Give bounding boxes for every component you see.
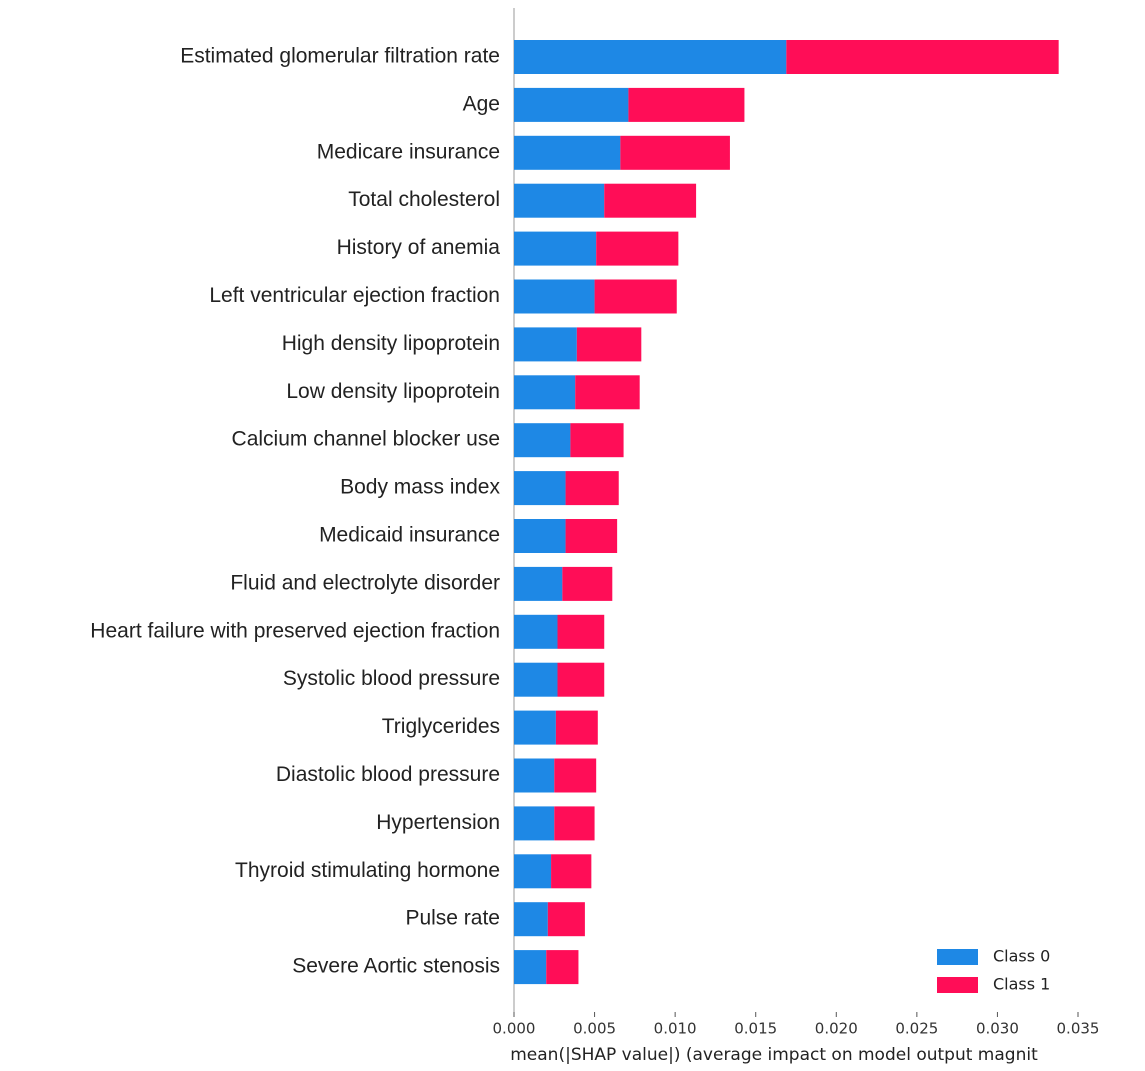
y-tick-label: Hypertension xyxy=(376,811,500,834)
bar-segment xyxy=(514,519,566,553)
bar-segment xyxy=(594,279,677,314)
y-tick-label: Triglycerides xyxy=(382,715,500,738)
y-tick-label: Thyroid stimulating hormone xyxy=(235,859,500,882)
legend-swatch xyxy=(937,949,978,965)
bar-segment xyxy=(557,662,605,697)
bar-segment xyxy=(514,231,597,266)
bar-segment xyxy=(547,902,585,937)
y-tick-label: Diastolic blood pressure xyxy=(276,763,500,786)
y-tick-label: Fluid and electrolyte disorder xyxy=(230,571,500,594)
x-tick-label: 0.015 xyxy=(734,1020,777,1038)
y-tick-label: Pulse rate xyxy=(405,907,500,930)
bar-segment xyxy=(565,471,619,506)
bar-segment xyxy=(514,40,787,74)
bar-segment xyxy=(514,950,547,985)
bar-segment xyxy=(514,279,595,314)
bar-segment xyxy=(514,902,548,937)
bar-segment xyxy=(555,710,598,745)
x-tick-label: 0.010 xyxy=(654,1020,697,1038)
bar-segment xyxy=(786,40,1059,74)
bar-segment xyxy=(514,710,556,745)
bar-segment xyxy=(596,231,679,266)
bar-segment xyxy=(514,423,571,458)
y-tick-label: Calcium channel blocker use xyxy=(232,428,500,451)
y-tick-label: Age xyxy=(463,92,500,115)
y-tick-label: Heart failure with preserved ejection fr… xyxy=(90,619,500,642)
bar-segment xyxy=(514,183,605,218)
bar-segment xyxy=(554,806,595,841)
y-tick-label: Total cholesterol xyxy=(348,188,500,211)
bar-segment xyxy=(562,566,613,601)
bar-segment xyxy=(514,87,629,122)
x-tick-label: 0.020 xyxy=(815,1020,858,1038)
bar-segment xyxy=(546,950,579,985)
bar-segment xyxy=(514,375,576,410)
bar-segment xyxy=(514,662,558,697)
x-tick-label: 0.005 xyxy=(573,1020,616,1038)
bar-segment xyxy=(628,87,745,122)
x-axis-label: mean(|SHAP value|) (average impact on mo… xyxy=(510,1045,1038,1065)
x-tick-label: 0.025 xyxy=(895,1020,938,1038)
bar-segment xyxy=(514,806,555,841)
bar-segment xyxy=(604,183,697,218)
legend-label: Class 0 xyxy=(993,947,1050,966)
x-tick-label: 0.000 xyxy=(493,1020,536,1038)
y-tick-label: Left ventricular ejection fraction xyxy=(209,284,500,307)
bar-segment xyxy=(557,614,605,649)
bar-segment xyxy=(514,758,555,793)
legend-swatch xyxy=(937,977,978,993)
bar-segment xyxy=(514,854,552,889)
bar-segment xyxy=(514,471,566,506)
y-tick-label: History of anemia xyxy=(337,236,501,259)
bar-segment xyxy=(620,135,730,170)
bar-segment xyxy=(575,375,640,410)
bar-segment xyxy=(565,519,618,553)
x-tick-label: 0.035 xyxy=(1057,1020,1100,1038)
y-tick-label: High density lipoprotein xyxy=(282,332,500,355)
y-tick-label: Body mass index xyxy=(340,476,500,499)
y-tick-label: Severe Aortic stenosis xyxy=(292,955,500,978)
bar-segment xyxy=(554,758,597,793)
y-tick-label: Medicare insurance xyxy=(317,140,500,163)
x-tick-label: 0.030 xyxy=(976,1020,1019,1038)
bar-segment xyxy=(514,327,577,362)
legend-label: Class 1 xyxy=(993,975,1050,994)
bar-segment xyxy=(514,135,621,170)
y-tick-label: Estimated glomerular filtration rate xyxy=(180,45,500,68)
y-tick-label: Systolic blood pressure xyxy=(283,667,500,690)
y-tick-label: Low density lipoprotein xyxy=(286,380,500,403)
bar-segment xyxy=(570,423,624,458)
bar-segment xyxy=(551,854,592,889)
bar-segment xyxy=(576,327,642,362)
bar-segment xyxy=(514,614,558,649)
y-tick-label: Medicaid insurance xyxy=(319,524,500,547)
bar-segment xyxy=(514,566,563,601)
